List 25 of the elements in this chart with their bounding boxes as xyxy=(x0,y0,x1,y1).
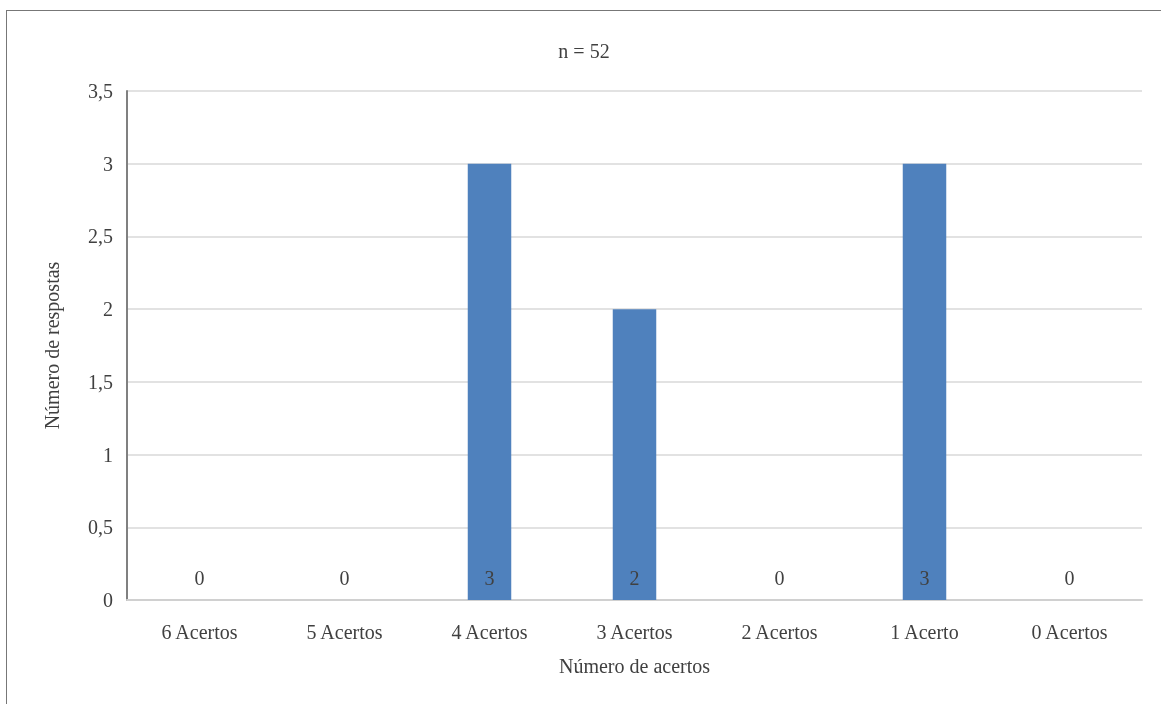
x-axis-title: Número de acertos xyxy=(558,655,711,677)
data-label: 0 xyxy=(339,567,350,589)
x-tick-label: 6 Acertos xyxy=(161,621,238,643)
data-label: 3 xyxy=(484,567,495,589)
y-axis-title: Número de respostas xyxy=(41,261,64,430)
data-label: 0 xyxy=(1064,567,1075,589)
data-label: 3 xyxy=(919,567,930,589)
x-tick-label: 2 Acertos xyxy=(741,621,818,643)
y-tick-label: 0,5 xyxy=(88,516,113,539)
y-tick-label: 2,5 xyxy=(88,225,113,248)
data-label: 0 xyxy=(774,567,785,589)
y-tick-label: 3,5 xyxy=(88,80,113,102)
data-label: 0 xyxy=(194,567,205,589)
y-tick-label: 2 xyxy=(103,298,113,321)
x-tick-label: 3 Acertos xyxy=(596,621,673,643)
y-tick-label: 0 xyxy=(103,589,113,611)
x-tick-label: 0 Acertos xyxy=(1031,621,1108,643)
y-tick-label: 1 xyxy=(103,443,113,466)
x-tick-label: 1 Acerto xyxy=(890,621,959,643)
y-tick-label: 1,5 xyxy=(88,370,113,393)
data-label: 2 xyxy=(629,567,640,589)
x-tick-label: 5 Acertos xyxy=(306,621,383,643)
x-tick-label: 4 Acertos xyxy=(451,621,528,643)
y-tick-label: 3 xyxy=(103,152,113,175)
chart-title: n = 52 xyxy=(558,40,610,62)
